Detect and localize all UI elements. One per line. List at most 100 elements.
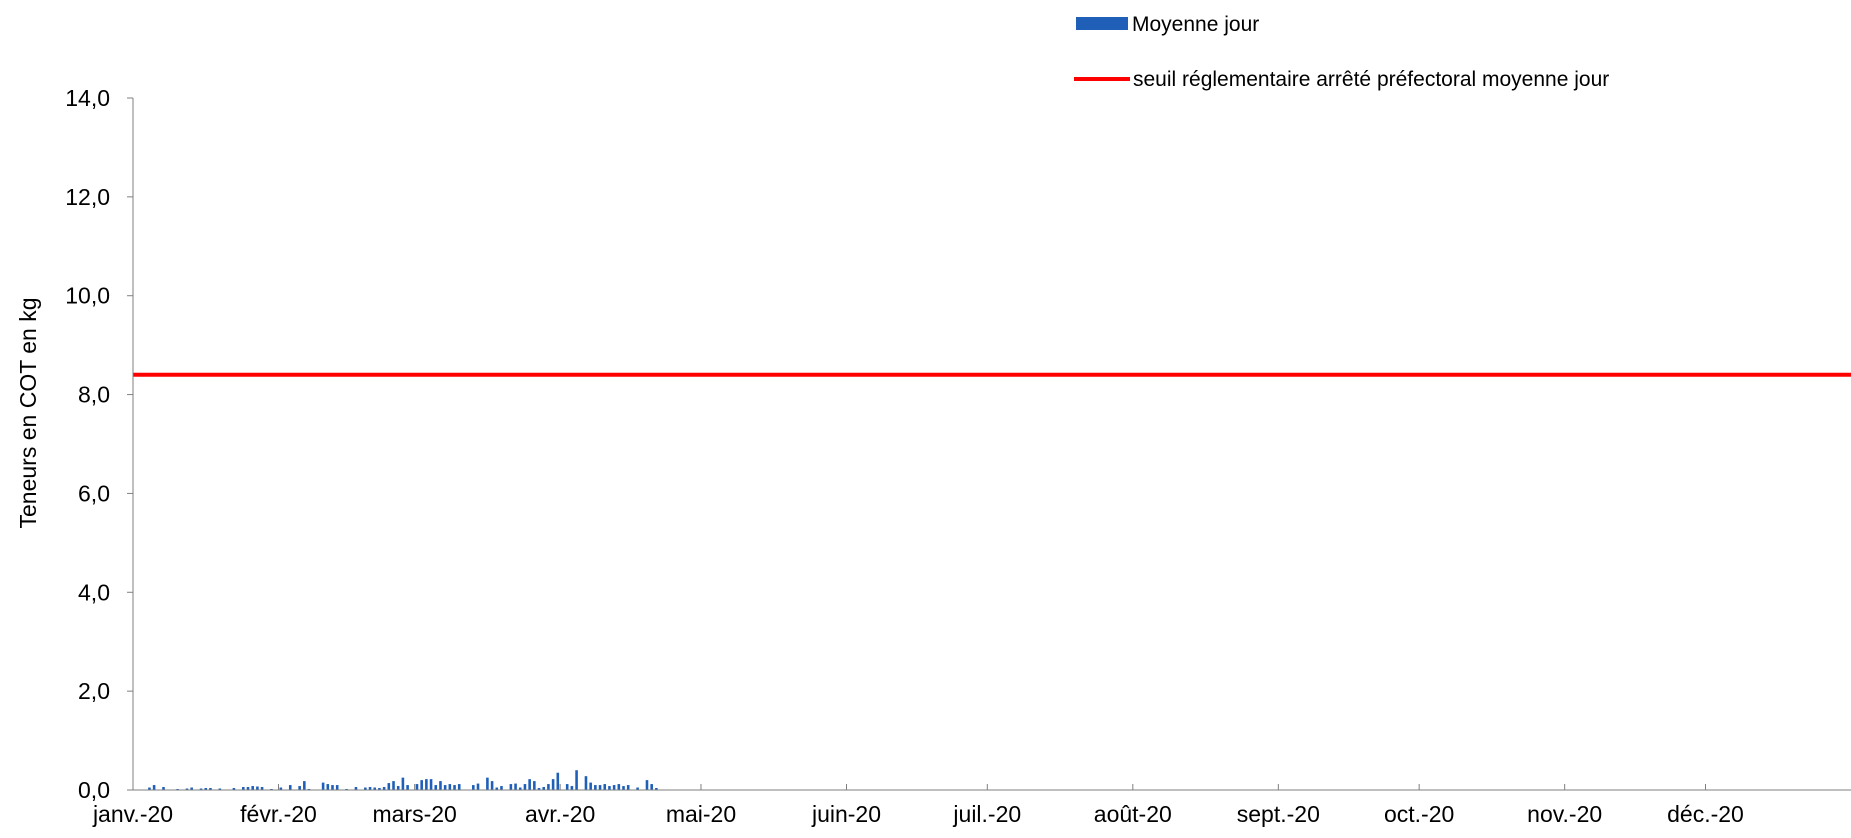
x-tick-label: sept.-20 xyxy=(1237,801,1320,827)
bar xyxy=(584,776,588,790)
bar xyxy=(594,785,597,790)
bar xyxy=(650,784,653,790)
y-tick-labels: 0,0 2,0 4,0 6,0 8,0 10,0 12,0 14,0 xyxy=(65,85,110,803)
x-tick-label: déc.-20 xyxy=(1667,801,1744,827)
bar xyxy=(378,788,381,790)
bar xyxy=(439,781,442,790)
bar xyxy=(260,787,264,790)
y-tick-label: 6,0 xyxy=(78,480,110,506)
bar xyxy=(457,784,461,790)
bar xyxy=(396,786,400,790)
bar xyxy=(382,787,386,790)
bar xyxy=(406,785,409,790)
bar xyxy=(420,780,423,790)
bar xyxy=(162,787,165,790)
legend: Moyenne jour seuil réglementaire arrêté … xyxy=(1074,13,1609,91)
bar xyxy=(152,785,156,790)
bar xyxy=(509,784,513,790)
x-tick-label: mai-20 xyxy=(666,801,736,827)
axes-group xyxy=(127,97,1851,791)
bar xyxy=(612,785,616,790)
legend-label-seuil: seuil réglementaire arrêté préfectoral m… xyxy=(1133,68,1609,91)
x-tick-label: juin-20 xyxy=(811,801,881,827)
bar xyxy=(490,781,494,790)
bar xyxy=(603,784,607,790)
legend-label-moyenne-jour: Moyenne jour xyxy=(1132,13,1259,36)
bar xyxy=(556,772,560,790)
bar xyxy=(617,784,621,790)
bar xyxy=(218,788,222,790)
bar xyxy=(288,785,292,790)
bar xyxy=(472,785,475,790)
bar xyxy=(448,784,452,790)
y-tick-label: 0,0 xyxy=(78,777,110,803)
bar xyxy=(148,787,151,790)
bar xyxy=(514,783,517,790)
bar xyxy=(256,786,259,790)
y-tick-label: 8,0 xyxy=(78,382,110,408)
bar xyxy=(476,783,480,790)
bar xyxy=(246,787,250,790)
x-tick-label: nov.-20 xyxy=(1527,801,1602,827)
bar xyxy=(368,787,372,790)
bar xyxy=(565,784,569,790)
bar xyxy=(645,780,649,790)
bar xyxy=(655,788,658,790)
bar xyxy=(298,786,301,790)
x-tick-label: oct.-20 xyxy=(1384,801,1454,827)
x-tick-label: juil.-20 xyxy=(952,801,1021,827)
bar xyxy=(190,787,193,790)
bar xyxy=(542,787,546,790)
bar xyxy=(232,788,236,790)
bar xyxy=(387,783,391,790)
bar xyxy=(551,779,555,790)
bar xyxy=(303,781,306,790)
bar xyxy=(242,787,245,790)
bar xyxy=(415,784,419,790)
bar xyxy=(251,786,254,790)
bar xyxy=(354,787,358,790)
bar xyxy=(321,782,325,790)
x-tick-label: janv.-20 xyxy=(92,801,173,827)
bar xyxy=(598,785,602,790)
y-tick-label: 12,0 xyxy=(65,184,110,210)
bar xyxy=(608,786,611,790)
x-tick-label: mars-20 xyxy=(372,801,456,827)
y-tick-label: 2,0 xyxy=(78,678,110,704)
bar xyxy=(429,779,433,790)
bar xyxy=(486,777,489,790)
bar xyxy=(523,784,527,790)
bar xyxy=(335,785,339,790)
bar xyxy=(537,788,541,790)
bar xyxy=(401,777,405,790)
bar xyxy=(547,784,550,790)
bar xyxy=(636,787,639,790)
bar xyxy=(589,782,592,790)
bar xyxy=(199,788,203,790)
bar xyxy=(518,787,522,790)
bar xyxy=(626,785,630,790)
bar xyxy=(528,779,531,790)
x-tick-label: août-20 xyxy=(1094,801,1172,827)
y-tick-label: 14,0 xyxy=(65,85,110,111)
bar xyxy=(185,788,189,790)
bar xyxy=(373,787,377,790)
x-tick-label: avr.-20 xyxy=(525,801,595,827)
bar xyxy=(533,781,536,790)
bar xyxy=(392,781,395,790)
bars-group xyxy=(148,770,700,791)
y-tick-label: 4,0 xyxy=(78,579,110,605)
bar xyxy=(209,788,212,790)
bar xyxy=(331,785,334,790)
x-tick-label: févr.-20 xyxy=(240,801,317,827)
bar xyxy=(575,770,578,790)
x-tick-labels: janv.-20 févr.-20 mars-20 avr.-20 mai-20 juin… xyxy=(92,801,1744,827)
bar xyxy=(279,787,283,790)
y-tick-label: 10,0 xyxy=(65,283,110,309)
bar xyxy=(425,779,428,790)
bar xyxy=(364,787,367,790)
bar xyxy=(443,785,447,790)
bar xyxy=(204,788,208,790)
